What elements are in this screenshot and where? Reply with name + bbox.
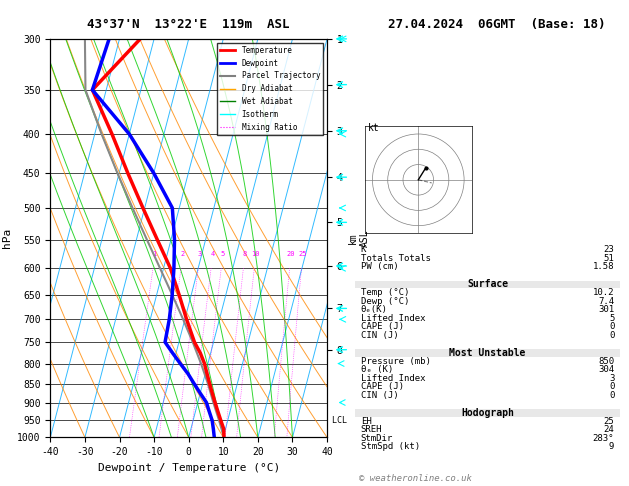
Text: Hodograph: Hodograph	[461, 408, 514, 417]
Text: θₑ (K): θₑ (K)	[360, 365, 393, 374]
Text: 0: 0	[609, 391, 615, 400]
Text: 0: 0	[609, 331, 615, 340]
Bar	[355, 349, 620, 357]
Text: CIN (J): CIN (J)	[360, 331, 398, 340]
Text: LCL: LCL	[327, 416, 347, 425]
Text: Lifted Index: Lifted Index	[360, 314, 425, 323]
Text: SREH: SREH	[360, 425, 382, 434]
Text: 304: 304	[598, 365, 615, 374]
Bar	[355, 409, 620, 417]
Text: K: K	[360, 245, 366, 254]
Text: CAPE (J): CAPE (J)	[360, 322, 404, 331]
Text: 10: 10	[251, 251, 260, 257]
Text: 0: 0	[609, 322, 615, 331]
Text: Most Unstable: Most Unstable	[449, 347, 526, 358]
Text: 43°37'N  13°22'E  119m  ASL: 43°37'N 13°22'E 119m ASL	[87, 18, 290, 31]
Text: Pressure (mb): Pressure (mb)	[360, 357, 430, 365]
Text: 5: 5	[609, 314, 615, 323]
Text: StmSpd (kt): StmSpd (kt)	[360, 442, 420, 451]
Text: 4: 4	[210, 251, 214, 257]
Text: CIN (J): CIN (J)	[360, 391, 398, 400]
Text: 3: 3	[609, 374, 615, 383]
Text: 283°: 283°	[593, 434, 615, 443]
Text: 2: 2	[181, 251, 185, 257]
Text: StmDir: StmDir	[360, 434, 393, 443]
Text: CAPE (J): CAPE (J)	[360, 382, 404, 391]
Text: 8: 8	[243, 251, 247, 257]
Text: Surface: Surface	[467, 279, 508, 289]
Text: Lifted Index: Lifted Index	[360, 374, 425, 383]
X-axis label: Dewpoint / Temperature (°C): Dewpoint / Temperature (°C)	[97, 463, 280, 473]
Text: © weatheronline.co.uk: © weatheronline.co.uk	[359, 474, 471, 483]
Legend: Temperature, Dewpoint, Parcel Trajectory, Dry Adiabat, Wet Adiabat, Isotherm, Mi: Temperature, Dewpoint, Parcel Trajectory…	[217, 43, 323, 135]
Text: 1.58: 1.58	[593, 262, 615, 271]
Text: 5: 5	[220, 251, 225, 257]
Text: 301: 301	[598, 305, 615, 314]
Text: EH: EH	[360, 417, 371, 426]
Text: 25: 25	[298, 251, 307, 257]
Text: Temp (°C): Temp (°C)	[360, 288, 409, 297]
Text: PW (cm): PW (cm)	[360, 262, 398, 271]
Text: 850: 850	[598, 357, 615, 365]
Y-axis label: hPa: hPa	[1, 228, 11, 248]
Text: Totals Totals: Totals Totals	[360, 254, 430, 263]
Y-axis label: km
ASL: km ASL	[348, 229, 370, 247]
Bar	[355, 280, 620, 288]
Text: 27.04.2024  06GMT  (Base: 18): 27.04.2024 06GMT (Base: 18)	[388, 18, 606, 31]
Text: 3: 3	[198, 251, 202, 257]
Text: 24: 24	[604, 425, 615, 434]
Text: θₑ(K): θₑ(K)	[360, 305, 387, 314]
Text: 10.2: 10.2	[593, 288, 615, 297]
Text: 51: 51	[604, 254, 615, 263]
Text: 25: 25	[604, 417, 615, 426]
Text: Dewp (°C): Dewp (°C)	[360, 296, 409, 306]
Text: 1: 1	[152, 251, 157, 257]
Text: 20: 20	[286, 251, 295, 257]
Text: 0: 0	[609, 382, 615, 391]
Text: kt: kt	[368, 123, 380, 133]
Text: 23: 23	[604, 245, 615, 254]
Text: 9: 9	[609, 442, 615, 451]
Text: 7.4: 7.4	[598, 296, 615, 306]
